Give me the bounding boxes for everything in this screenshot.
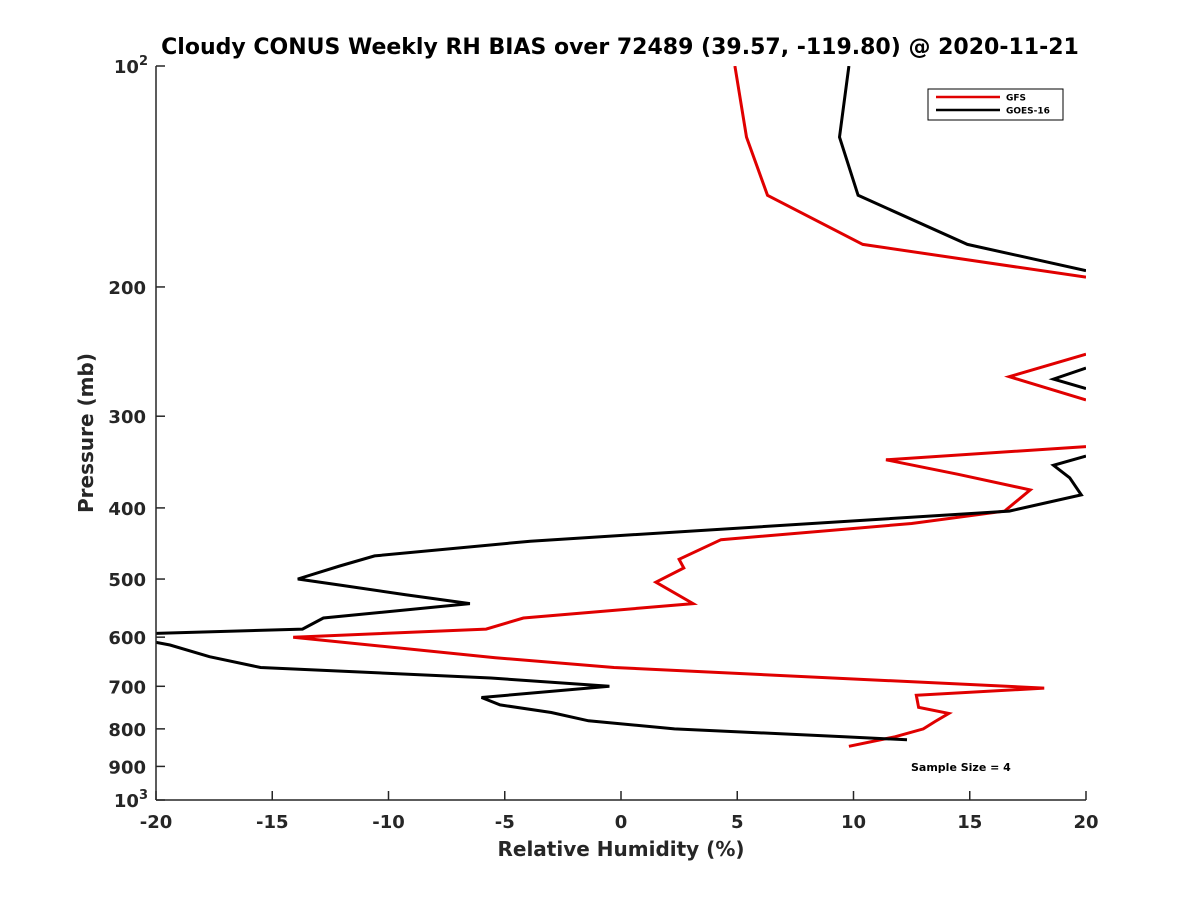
y-axis-label: Pressure (mb) <box>74 353 98 513</box>
legend-label-gfs: GFS <box>1006 94 1026 104</box>
x-tick-label: -5 <box>495 812 515 833</box>
y-tick-label: 300 <box>108 407 146 428</box>
x-tick-label: 15 <box>957 812 982 833</box>
legend-label-goes-16: GOES-16 <box>1006 107 1050 117</box>
series-gfs-line-2 <box>1004 352 1086 402</box>
y-tick-label: 900 <box>108 757 146 778</box>
x-tick-label: -20 <box>140 812 173 833</box>
series-goes-16-line-3 <box>156 454 1086 635</box>
y-tick-label: 800 <box>108 720 146 741</box>
legend: GFS GOES-16 <box>927 88 1064 121</box>
y-tick-label: 600 <box>108 628 146 649</box>
x-tick-label: -10 <box>372 812 405 833</box>
x-tick-label: 0 <box>615 812 628 833</box>
y-tick-label: 700 <box>108 677 146 698</box>
y-tick-label: 400 <box>108 499 146 520</box>
x-tick-label: 10 <box>841 812 866 833</box>
sample-size-annotation: Sample Size = 4 <box>911 761 1011 774</box>
series-goes-16-line-4 <box>156 640 908 742</box>
series-goes-16-line-1 <box>837 66 1086 273</box>
y-tick-label: 102 <box>114 54 148 78</box>
y-tick-label: 500 <box>108 570 146 591</box>
series-goes-16-line-2 <box>1048 366 1086 390</box>
x-tick-label: 5 <box>731 812 744 833</box>
x-tick-label: -15 <box>256 812 289 833</box>
y-tick-label: 200 <box>108 278 146 299</box>
series-gfs-line-3 <box>293 445 1086 748</box>
series-layer <box>156 66 1086 748</box>
series-gfs-line-1 <box>733 66 1086 279</box>
y-tick-label: 103 <box>114 788 148 812</box>
chart-title: Cloudy CONUS Weekly RH BIAS over 72489 (… <box>161 35 1079 60</box>
legend-box <box>927 88 1064 121</box>
x-axis-label: Relative Humidity (%) <box>497 837 744 861</box>
axes-layer: -20 -15 -10 -5 0 5 10 15 20 102 200 300 400 500 600 700… <box>108 54 1098 833</box>
x-tick-label: 20 <box>1073 812 1098 833</box>
